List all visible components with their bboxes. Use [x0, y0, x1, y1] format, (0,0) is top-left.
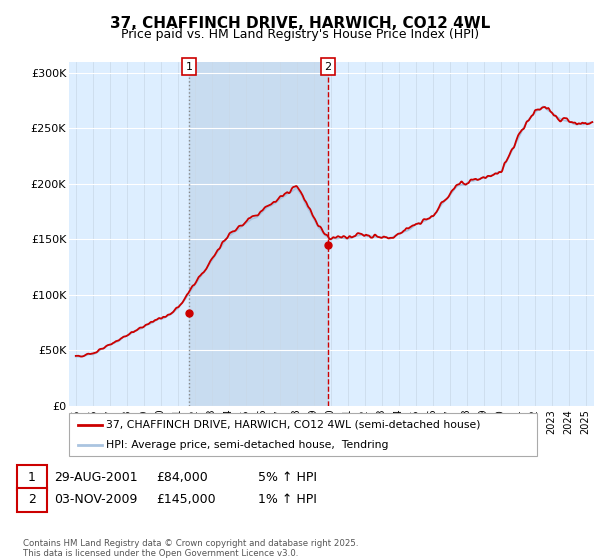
- Bar: [189, 62, 328, 406]
- Text: 03-NOV-2009: 03-NOV-2009: [54, 493, 137, 506]
- Text: 1% ↑ HPI: 1% ↑ HPI: [258, 493, 317, 506]
- Text: Contains HM Land Registry data © Crown copyright and database right 2025.
This d: Contains HM Land Registry data © Crown c…: [23, 539, 358, 558]
- Text: 37, CHAFFINCH DRIVE, HARWICH, CO12 4WL (semi-detached house): 37, CHAFFINCH DRIVE, HARWICH, CO12 4WL (…: [106, 420, 481, 430]
- Text: 37, CHAFFINCH DRIVE, HARWICH, CO12 4WL: 37, CHAFFINCH DRIVE, HARWICH, CO12 4WL: [110, 16, 490, 31]
- Text: 1: 1: [28, 470, 36, 484]
- Text: 2: 2: [325, 62, 331, 72]
- Text: 5% ↑ HPI: 5% ↑ HPI: [258, 470, 317, 484]
- Text: 1: 1: [185, 62, 193, 72]
- Text: £145,000: £145,000: [156, 493, 215, 506]
- Text: HPI: Average price, semi-detached house,  Tendring: HPI: Average price, semi-detached house,…: [106, 441, 389, 450]
- Text: 29-AUG-2001: 29-AUG-2001: [54, 470, 137, 484]
- Text: £84,000: £84,000: [156, 470, 208, 484]
- Text: Price paid vs. HM Land Registry's House Price Index (HPI): Price paid vs. HM Land Registry's House …: [121, 28, 479, 41]
- Text: 2: 2: [28, 493, 36, 506]
